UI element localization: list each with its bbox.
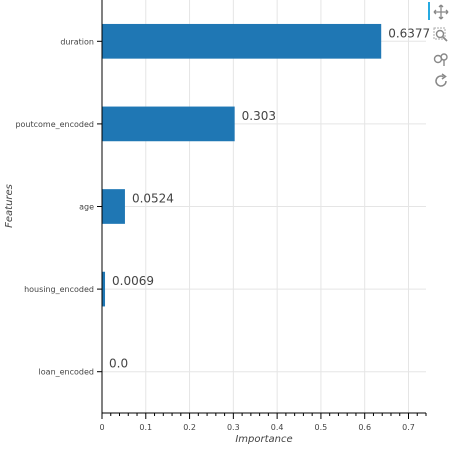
bar xyxy=(102,106,235,142)
bar xyxy=(102,23,382,59)
x-tick-label: 0.5 xyxy=(315,423,328,432)
y-axis-label: Features xyxy=(4,184,15,228)
y-tick-label: age xyxy=(79,203,94,212)
x-tick-label: 0.4 xyxy=(271,423,284,432)
reset-icon[interactable] xyxy=(433,73,449,89)
chart-toolbar xyxy=(428,0,450,100)
y-tick-label: duration xyxy=(60,37,94,46)
bar xyxy=(102,189,125,224)
y-tick-label: loan_encoded xyxy=(39,368,94,377)
x-tick-label: 0.3 xyxy=(227,423,240,432)
y-tick-label: housing_encoded xyxy=(24,285,94,294)
x-tick-label: 0.6 xyxy=(358,423,371,432)
x-axis-label: Importance xyxy=(235,434,292,445)
wheel-zoom-icon[interactable] xyxy=(433,51,449,67)
bar xyxy=(102,271,106,307)
bar-value-label: 0.303 xyxy=(242,109,276,123)
bar-value-label: 0.0524 xyxy=(132,192,174,206)
box-zoom-icon[interactable] xyxy=(433,27,449,43)
x-ticks: 0 0.1 0.2 0.3 0.4 0.5 0.6 0.7 xyxy=(99,413,427,432)
x-tick-label: 0.2 xyxy=(183,423,196,432)
grid-lines xyxy=(101,0,426,413)
bars: 0.6377 0.303 0.0524 0.0069 0.0 xyxy=(102,23,430,371)
pan-icon[interactable] xyxy=(433,4,449,20)
y-tick-label: poutcome_encoded xyxy=(15,120,94,129)
x-tick-label: 0.7 xyxy=(402,423,415,432)
bar-value-label: 0.0069 xyxy=(112,274,154,288)
bar-value-label: 0.0 xyxy=(109,357,128,371)
x-tick-label: 0.1 xyxy=(139,423,152,432)
active-tool-indicator xyxy=(428,2,430,20)
bar-value-label: 0.6377 xyxy=(388,26,430,40)
x-tick-label: 0 xyxy=(99,423,104,432)
